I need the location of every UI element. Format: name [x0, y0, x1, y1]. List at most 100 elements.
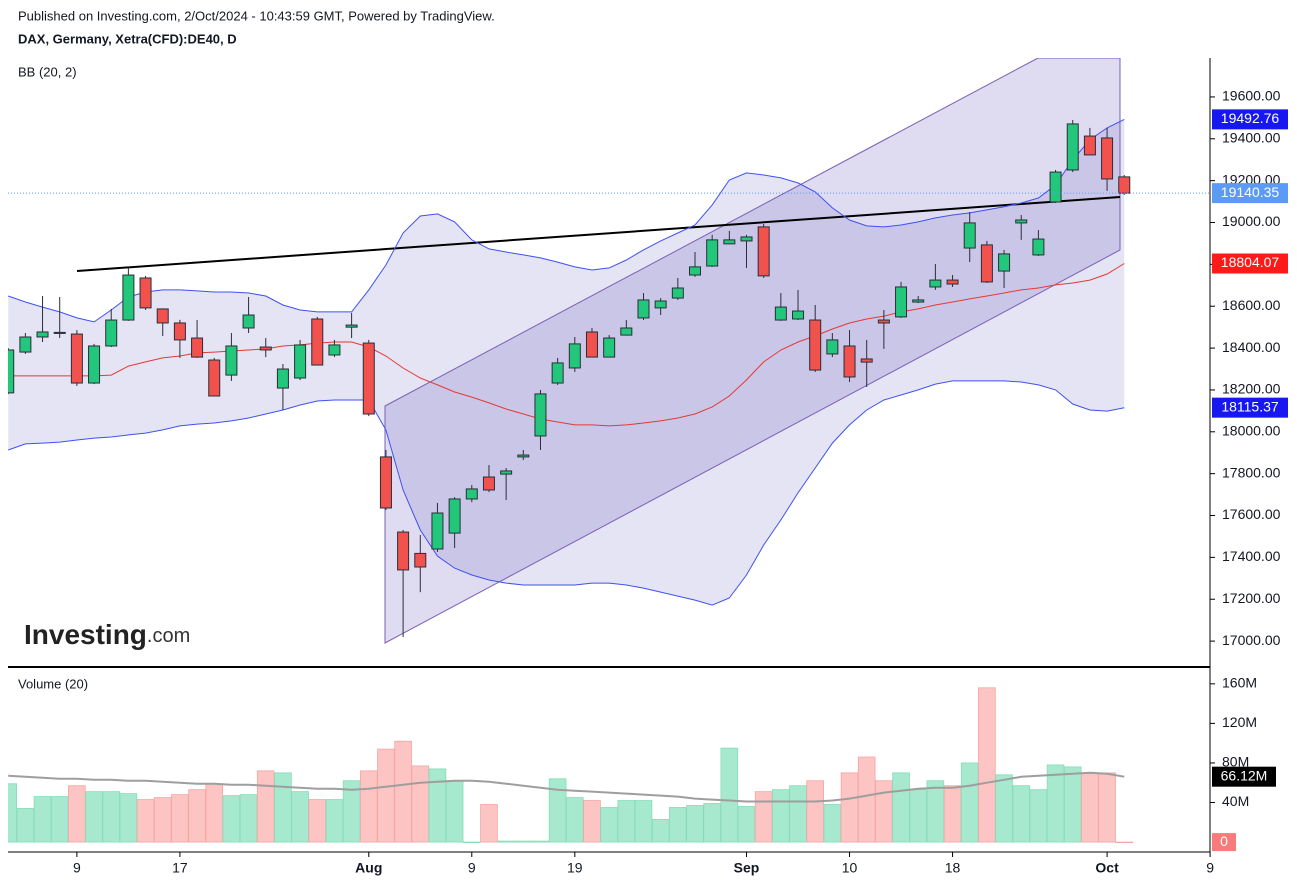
lower-band-badge: 18115.37: [1221, 398, 1279, 414]
volume-bar: [1029, 789, 1048, 843]
volume-bar: [789, 785, 807, 843]
candle-body: [1101, 137, 1114, 180]
candle-body: [946, 279, 959, 285]
middle-band-badge-bg: [1212, 253, 1288, 274]
candle-body: [276, 368, 289, 389]
volume-bar: [222, 795, 241, 843]
x-tick-label: 9: [468, 860, 476, 876]
volume-bar: [995, 774, 1013, 843]
y-tick-label: 18000.00: [1222, 423, 1281, 439]
y-tick-label: 18600.00: [1222, 297, 1281, 313]
volume-bar: [411, 765, 430, 843]
volume-bar: [171, 794, 189, 843]
volume-ma-badge: 66.12M: [1221, 767, 1268, 783]
volume-bar: [50, 796, 69, 843]
volume-bar: [943, 785, 962, 843]
volume-bar: [875, 780, 893, 843]
candle-body: [345, 324, 358, 328]
candle-body: [19, 336, 32, 353]
volume-bar: [119, 793, 138, 843]
y-tick-label: 17800.00: [1222, 464, 1281, 480]
volume-bar: [308, 799, 327, 843]
candle-body: [397, 531, 410, 571]
logo-main: Investing: [24, 619, 147, 650]
volume-bar: [600, 807, 618, 843]
price-channel: [384, 58, 1121, 644]
volume-bar: [205, 783, 224, 843]
axes: 17000.00 17200.00 17400.00 17600.00 17800.00…: [73, 88, 1288, 876]
volume-ma-badge-bg: [1212, 766, 1276, 787]
y-tick-label: 18200.00: [1222, 381, 1281, 397]
candle-body: [88, 345, 101, 384]
candle-body: [156, 308, 169, 324]
candle-body: [998, 253, 1011, 272]
candle-body: [225, 345, 238, 376]
middle-band-badge: 18804.07: [1221, 254, 1280, 270]
candle-body: [1049, 171, 1062, 203]
volume-bar: [1063, 766, 1082, 843]
logo: Investing.com: [24, 619, 190, 650]
volume-bar: [377, 748, 395, 843]
candle-body: [826, 339, 839, 355]
logo-text: Investing.com: [24, 619, 190, 650]
volume-bar: [33, 796, 52, 843]
volume-bar: [823, 804, 842, 843]
volume-bar: [857, 756, 876, 843]
volume-bar: [651, 818, 670, 843]
volume-bar: [1081, 772, 1099, 843]
candle-body: [242, 314, 255, 329]
y-tick-label: 17200.00: [1222, 590, 1281, 606]
candle-body: [122, 274, 135, 321]
candle-body: [311, 318, 324, 366]
x-tick-label: 9: [73, 860, 81, 876]
x-tick-label: 19: [567, 860, 583, 876]
candle-body: [1118, 176, 1131, 194]
candles: [8, 119, 1210, 638]
last-price-badge-bg: [1212, 183, 1288, 204]
candle-body: [671, 287, 684, 299]
candle-body: [637, 299, 650, 319]
upper-band-badge: 19492.76: [1221, 110, 1280, 126]
volume-bar: [754, 791, 773, 843]
volume-bar: [85, 791, 103, 843]
candle-body: [173, 322, 186, 341]
candle-body: [448, 498, 461, 534]
volume-bar: [1046, 764, 1065, 843]
volume-bar: [720, 747, 739, 843]
candle-body: [431, 512, 444, 550]
candle-body: [362, 342, 375, 415]
volume-ma-line: [8, 771, 1125, 803]
volume-bar: [686, 805, 704, 843]
upper-band-badge-bg: [1212, 109, 1288, 130]
candle-body: [860, 358, 873, 363]
volume-bar: [960, 762, 979, 843]
candle-body: [534, 393, 547, 437]
indicator-label: BB (20, 2): [18, 64, 77, 79]
candle-body: [551, 362, 564, 384]
y-tick-label: 18400.00: [1222, 339, 1281, 355]
candle-body: [723, 239, 736, 245]
y-tick-label: 19600.00: [1222, 88, 1281, 104]
volume-bar: [1098, 772, 1116, 843]
candle-body: [912, 299, 925, 303]
candle-body: [792, 310, 805, 320]
volume-bar: [514, 840, 533, 843]
volume-label: Volume (20): [18, 676, 88, 691]
volume-bar: [909, 789, 928, 843]
candle-body: [294, 344, 307, 379]
candle-body: [877, 319, 890, 324]
volume-badge-bg: [1212, 833, 1236, 852]
x-tick-label: 17: [172, 860, 188, 876]
candle-body: [603, 337, 616, 358]
volume-bar: [239, 794, 258, 843]
candle-body: [259, 346, 272, 351]
candle-body: [328, 344, 341, 356]
drawings: [76, 58, 1121, 644]
volume-y-tick-label: 80M: [1222, 754, 1249, 770]
volume-bar: [566, 797, 584, 843]
volume-bar: [153, 797, 172, 843]
volume-bar: [1115, 841, 1134, 843]
y-tick-label: 17000.00: [1222, 632, 1281, 648]
volume-bar: [806, 780, 824, 843]
